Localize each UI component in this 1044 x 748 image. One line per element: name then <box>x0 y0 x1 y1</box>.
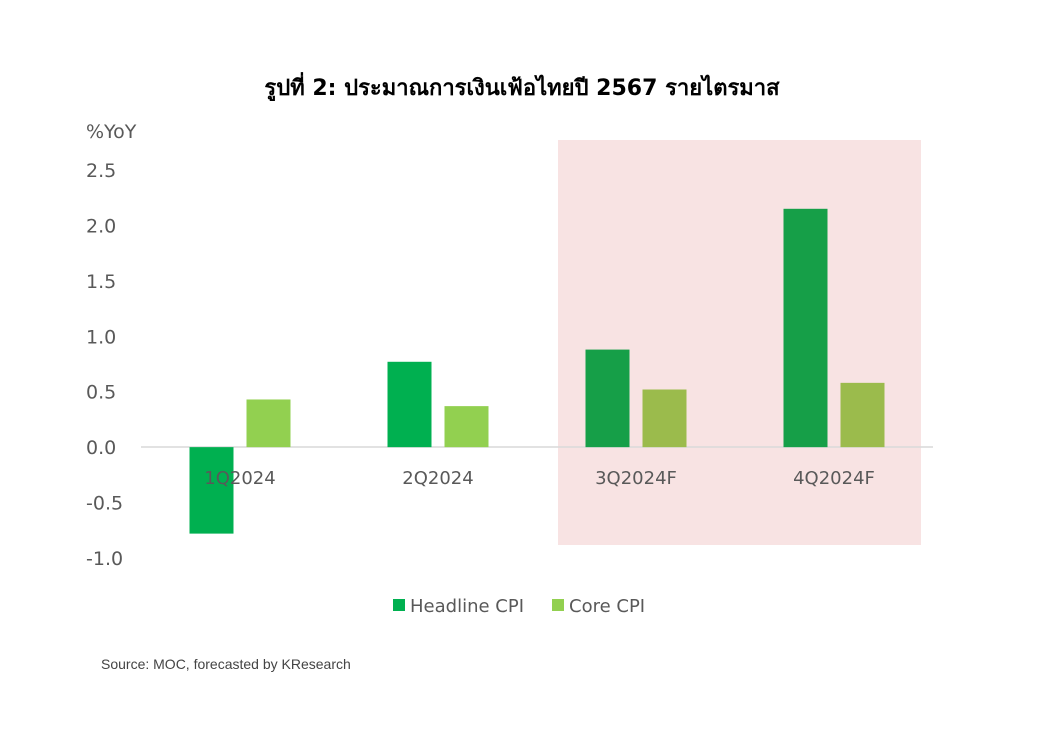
legend: Headline CPI Core CPI <box>393 596 645 617</box>
y-tick-label: 2.0 <box>86 215 116 237</box>
y-tick-label: 2.5 <box>86 160 116 182</box>
core-cpi-bar-4q2024f <box>840 382 885 448</box>
headline-cpi-bar-2q2024 <box>387 361 432 448</box>
forecast-band <box>558 140 921 545</box>
core-cpi-bar-2q2024 <box>444 406 489 448</box>
legend-swatch-headline <box>393 599 405 611</box>
headline-cpi-bar-4q2024f <box>783 208 828 448</box>
core-cpi-bar-1q2024 <box>246 399 291 448</box>
bars <box>189 208 885 534</box>
headline-cpi-bar-3q2024f <box>585 349 630 448</box>
x-tick-label: 1Q2024 <box>204 468 275 489</box>
core-cpi-bar-3q2024f <box>642 389 687 448</box>
legend-label-headline: Headline CPI <box>410 596 524 617</box>
headline-cpi-bar-1q2024 <box>189 447 234 534</box>
y-tick-label: 1.0 <box>86 326 116 348</box>
y-tick-label: 0.0 <box>86 437 116 459</box>
y-tick-label: 0.5 <box>86 382 116 404</box>
y-axis-ticks: 2.5 2.0 1.5 1.0 0.5 0.0 -0.5 -1.0 <box>86 160 123 570</box>
y-tick-label: 1.5 <box>86 271 116 293</box>
x-tick-label: 2Q2024 <box>402 468 473 489</box>
x-tick-label: 4Q2024F <box>793 468 875 489</box>
y-tick-label: -1.0 <box>86 548 123 570</box>
chart-title: รูปที่ 2: ประมาณการเงินเฟ้อไทยปี 2567 รา… <box>264 76 780 101</box>
x-tick-label: 3Q2024F <box>595 468 677 489</box>
y-tick-label: -0.5 <box>86 493 123 515</box>
x-axis-ticks: 1Q2024 2Q2024 3Q2024F 4Q2024F <box>204 468 875 489</box>
source-note: Source: MOC, forecasted by KResearch <box>101 656 351 672</box>
legend-swatch-core <box>552 599 564 611</box>
y-axis-label: %YoY <box>86 121 137 143</box>
legend-label-core: Core CPI <box>569 596 645 617</box>
